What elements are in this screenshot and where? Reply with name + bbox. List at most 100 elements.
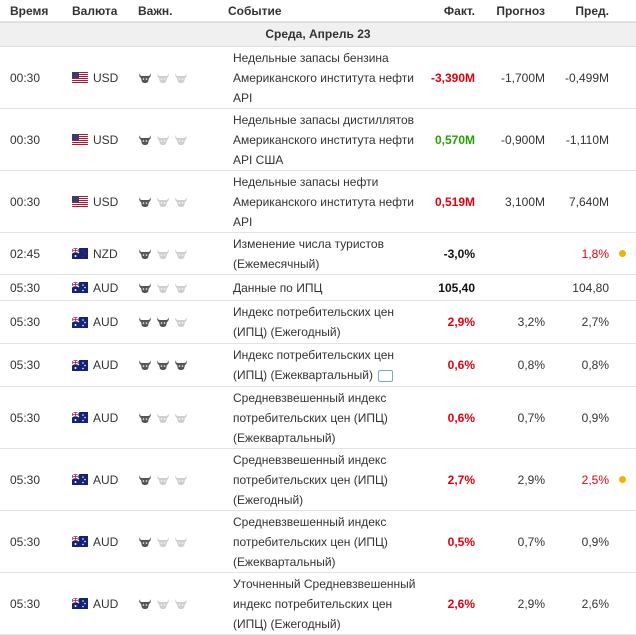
bull-icon bbox=[156, 282, 170, 294]
au-flag-icon bbox=[72, 282, 88, 293]
au-flag-icon bbox=[72, 536, 88, 547]
event-name-line: Недельные запасы бензина bbox=[233, 50, 389, 65]
event-name-line: (ИПЦ) (Ежегодный) bbox=[233, 616, 341, 631]
event-time: 05:30 bbox=[10, 358, 41, 372]
bull-icon bbox=[174, 134, 188, 146]
actual-value: -3,390M bbox=[430, 70, 475, 85]
event-row[interactable]: 05:30 AUD Средневзвешенный индекс потреби… bbox=[0, 449, 636, 511]
event-time: 00:30 bbox=[10, 194, 41, 209]
event-time: 02:45 bbox=[10, 246, 41, 261]
event-name-link[interactable]: Изменение числа туристов (Ежемесячный) bbox=[228, 234, 420, 274]
event-name-link[interactable]: Средневзвешенный индекс потребительских ц… bbox=[228, 450, 420, 510]
event-row[interactable]: 02:45 NZD Изменение числа туристов (Ежеме… bbox=[0, 233, 636, 275]
au-flag-icon bbox=[72, 412, 88, 423]
previous-value: 2,7% bbox=[581, 315, 609, 329]
previous-value: -1,110M bbox=[565, 132, 609, 147]
event-name-link[interactable]: Средневзвешенный индекс потребительских ц… bbox=[228, 388, 420, 448]
event-name-line: API bbox=[233, 214, 253, 229]
bull-icon bbox=[138, 598, 152, 610]
header-currency[interactable]: Валюта bbox=[72, 3, 118, 18]
event-name-line: API США bbox=[233, 152, 284, 167]
currency-code: AUD bbox=[93, 534, 119, 549]
event-row[interactable]: 00:30 USD Недельные запасы нефти Американс… bbox=[0, 171, 636, 233]
actual-value: 0,570M bbox=[434, 132, 475, 147]
importance-rating bbox=[138, 282, 228, 294]
actual-value: 0,519M bbox=[434, 194, 475, 209]
header-time[interactable]: Время bbox=[10, 3, 49, 18]
header-event[interactable]: Событие bbox=[228, 3, 282, 18]
forecast-value: 2,9% bbox=[517, 472, 545, 487]
event-row[interactable]: 05:30 AUD Уточненный Средневзвешенный инд… bbox=[0, 573, 636, 635]
au-flag-icon bbox=[72, 359, 88, 371]
event-name-link[interactable]: Индекс потребительских цен (ИПЦ) (Ежеквар… bbox=[228, 345, 420, 385]
event-row[interactable]: 00:30 USD Недельные запасы бензина Америка… bbox=[0, 47, 636, 109]
event-name-line: (Ежеквартальный) bbox=[233, 430, 336, 445]
actual-value: -3,0% bbox=[443, 246, 475, 261]
importance-rating bbox=[138, 134, 228, 146]
event-row[interactable]: 05:30 AUD Средневзвешенный индекс потреби… bbox=[0, 511, 636, 573]
currency-code: USD bbox=[93, 194, 119, 209]
comment-icon[interactable] bbox=[377, 369, 393, 382]
event-name-link[interactable]: Средневзвешенный индекс потребительских ц… bbox=[228, 512, 420, 572]
event-row[interactable]: 05:30 AUD Средневзвешенный индекс потреби… bbox=[0, 387, 636, 449]
event-name-line: (ИПЦ) (Ежеквартальный) bbox=[233, 368, 373, 382]
event-row[interactable]: 05:30 AUD Индекс потребительских цен (ИПЦ… bbox=[0, 301, 636, 344]
event-name-link[interactable]: Индекс потребительских цен (ИПЦ) (Ежегодн… bbox=[228, 302, 420, 342]
event-name-line: Американского института нефти bbox=[233, 132, 414, 147]
event-name-link[interactable]: Недельные запасы нефти Американского инст… bbox=[228, 172, 420, 232]
event-name-line: Данные по ИПЦ bbox=[233, 280, 323, 295]
forecast-value: -1,700M bbox=[500, 70, 545, 85]
event-name-line: Уточненный Средневзвешенный bbox=[233, 576, 416, 591]
bull-icon bbox=[156, 598, 170, 610]
us-flag-icon bbox=[72, 72, 88, 83]
event-name-line: Недельные запасы дистиллятов bbox=[233, 112, 414, 127]
currency-code: AUD bbox=[93, 596, 119, 611]
event-time: 05:30 bbox=[10, 280, 41, 295]
forecast-value: -0,900M bbox=[500, 132, 545, 147]
event-name-line: (Ежемесячный) bbox=[233, 256, 320, 271]
header-actual[interactable]: Факт. bbox=[443, 3, 475, 18]
event-row[interactable]: 00:30 USD Недельные запасы дистиллятов Аме… bbox=[0, 109, 636, 171]
previous-value: 104,80 bbox=[572, 280, 609, 295]
bull-icon bbox=[138, 282, 152, 294]
actual-value: 2,9% bbox=[447, 315, 475, 329]
importance-rating bbox=[138, 598, 228, 610]
event-time: 00:30 bbox=[10, 70, 41, 85]
bull-icon bbox=[138, 72, 152, 84]
currency-code: AUD bbox=[93, 315, 119, 329]
event-name-link[interactable]: Данные по ИПЦ bbox=[228, 278, 420, 298]
event-name-line: API bbox=[233, 90, 253, 105]
event-row[interactable]: 05:30 AUD Данные по ИПЦ 105,40 104,80 bbox=[0, 275, 636, 301]
previous-value: 2,5% bbox=[581, 472, 609, 487]
event-time: 05:30 bbox=[10, 534, 41, 549]
day-separator: Среда, Апрель 23 bbox=[0, 22, 636, 47]
revised-dot-icon bbox=[619, 476, 626, 483]
event-name-line: (ИПЦ) (Ежегодный) bbox=[233, 325, 341, 339]
bull-icon bbox=[174, 536, 188, 548]
header-forecast[interactable]: Прогноз bbox=[496, 3, 545, 18]
event-name-line: Средневзвешенный индекс bbox=[233, 452, 387, 467]
header-previous[interactable]: Пред. bbox=[575, 3, 609, 18]
bull-icon bbox=[156, 536, 170, 548]
previous-value: 2,6% bbox=[581, 596, 609, 611]
event-name-line: (Ежегодный) bbox=[233, 492, 304, 507]
table-header: Время Валюта Важн. Событие Факт. Прогноз… bbox=[0, 0, 636, 22]
header-importance[interactable]: Важн. bbox=[138, 3, 173, 18]
forecast-value: 0,8% bbox=[517, 358, 545, 372]
event-name-line: потребительских цен (ИПЦ) bbox=[233, 534, 388, 549]
event-row[interactable]: 05:30 AUD Индекс потребительских цен (ИПЦ… bbox=[0, 344, 636, 387]
event-name-line: Американского института нефти bbox=[233, 194, 414, 209]
event-time: 05:30 bbox=[10, 596, 41, 611]
forecast-value: 3,2% bbox=[517, 315, 545, 329]
forecast-value: 3,100M bbox=[504, 194, 545, 209]
event-name-line: (Ежеквартальный) bbox=[233, 554, 336, 569]
previous-value: 0,9% bbox=[581, 534, 609, 549]
importance-rating bbox=[138, 72, 228, 84]
event-name-link[interactable]: Недельные запасы дистиллятов Американског… bbox=[228, 110, 420, 170]
event-time: 05:30 bbox=[10, 472, 41, 487]
event-time: 05:30 bbox=[10, 315, 41, 329]
event-name-link[interactable]: Недельные запасы бензина Американского ин… bbox=[228, 48, 420, 108]
nz-flag-icon bbox=[72, 248, 88, 259]
actual-value: 105,40 bbox=[438, 280, 475, 295]
bull-icon bbox=[156, 474, 170, 486]
